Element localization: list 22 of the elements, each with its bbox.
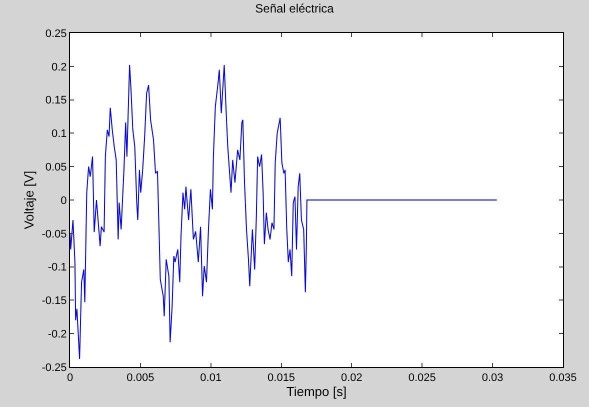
x-tick-label: 0.015 xyxy=(268,372,296,384)
x-tick-label: 0.02 xyxy=(341,372,362,384)
y-tick-label: 0.1 xyxy=(52,128,67,140)
x-tick-label: 0.01 xyxy=(200,372,222,384)
y-tick-label: 0.2 xyxy=(52,61,67,74)
y-tick-label: -0.2 xyxy=(48,328,67,340)
chart-title: Señal eléctrica xyxy=(255,1,334,16)
y-tick-label: 0.25 xyxy=(45,28,67,40)
y-tick-label: -0.1 xyxy=(48,262,67,274)
x-tick-label: 0.005 xyxy=(126,372,154,384)
x-tick-label: 0.03 xyxy=(482,372,504,384)
x-tick-label: 0.035 xyxy=(549,372,577,384)
y-tick-label: -0.15 xyxy=(42,295,67,308)
y-tick-label: 0 xyxy=(60,194,67,207)
x-tick-label: 0.025 xyxy=(408,372,436,384)
y-axis-title: Voltaje [V] xyxy=(22,170,37,230)
y-tick-label: 0.15 xyxy=(45,94,67,107)
y-tick-label: -0.25 xyxy=(42,362,67,374)
x-axis-title: Tiempo [s] xyxy=(286,384,347,400)
y-tick-label: 0.05 xyxy=(45,161,67,174)
line-series xyxy=(70,64,498,360)
y-tick-label: -0.05 xyxy=(42,228,67,240)
